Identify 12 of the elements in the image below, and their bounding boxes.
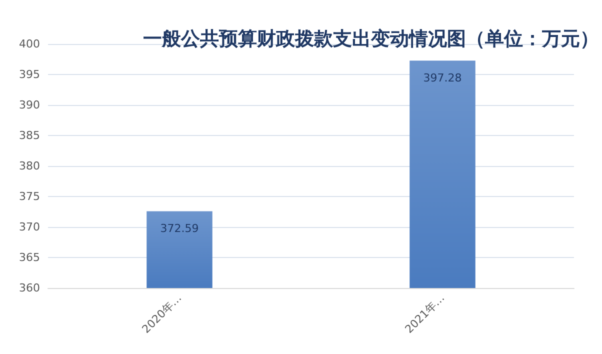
- y-tick-label: 400: [19, 38, 40, 50]
- y-tick-label: 370: [19, 220, 40, 234]
- y-tick-label: 365: [19, 251, 40, 264]
- y-tick-label: 375: [19, 190, 40, 203]
- y-tick-label: 380: [19, 160, 40, 172]
- y-tick-label: 390: [19, 98, 40, 112]
- y-tick-label: 395: [19, 68, 40, 81]
- y-tick-label: 385: [19, 129, 40, 142]
- chart-title: 一般公共预算财政拨款支出变动情况图（单位：万元）: [143, 28, 599, 50]
- data-label: 397.28: [423, 72, 462, 85]
- data-label: 372.59: [160, 222, 199, 236]
- y-tick-label: 360: [19, 282, 40, 294]
